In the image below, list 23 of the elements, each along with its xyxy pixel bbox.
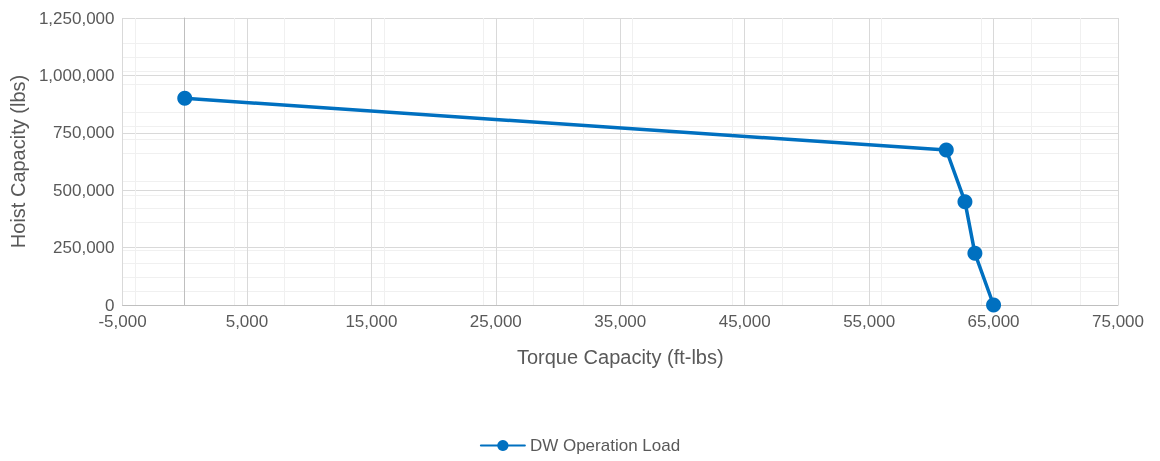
x-tick-label: 75,000 [1092,312,1144,331]
y-tick-label: 0 [105,295,115,315]
point [957,194,973,210]
x-axis-title: Torque Capacity (ft-lbs) [516,346,724,368]
point [177,90,193,106]
point [967,245,983,261]
y-tick-label: 750,000 [53,123,115,143]
x-tick-label: 55,000 [843,312,896,331]
x-tick-label: 65,000 [967,312,1020,331]
legend-label: DW Operation Load [529,436,681,455]
y-axis-title: Hoist Capacity (lbs) [7,74,29,249]
x-tick-label: 35,000 [594,312,647,331]
point [938,142,954,158]
y-tick-label: 250,000 [53,238,115,258]
point [986,297,1002,313]
y-tick-label: 1,000,000 [38,65,115,85]
x-tick-label: 5,000 [225,312,269,331]
x-tick-label: 15,000 [345,312,398,331]
x-tick-label: 45,000 [718,312,771,331]
x-tick-label: -5,000 [98,312,147,331]
y-tick-label: 1,250,000 [38,8,115,28]
y-tick-label: 500,000 [53,180,115,200]
x-tick-label: 25,000 [469,312,522,331]
